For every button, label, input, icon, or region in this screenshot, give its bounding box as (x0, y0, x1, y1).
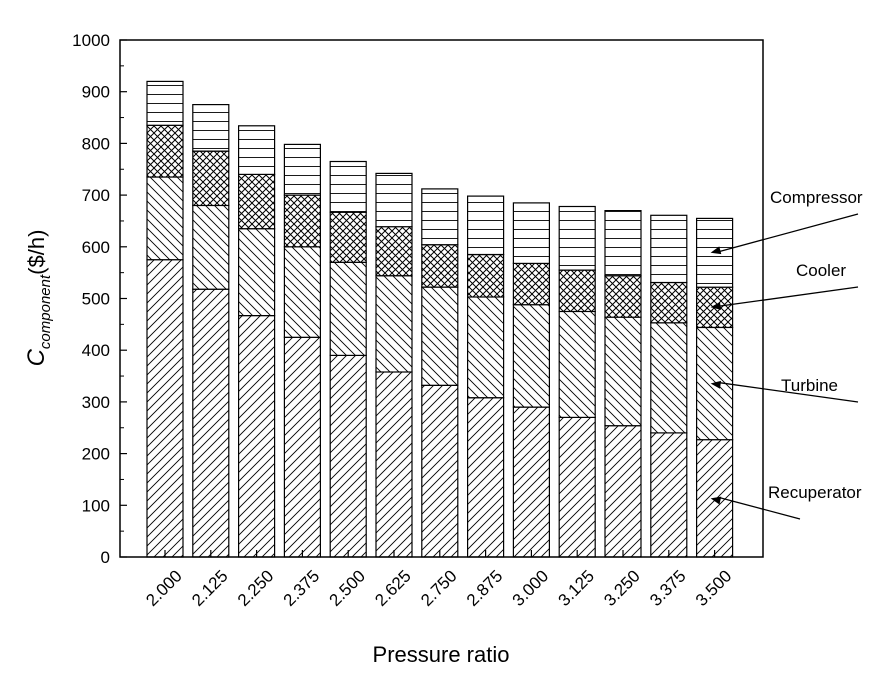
annotation-arrowhead-turbine (710, 380, 722, 389)
y-tick-label: 700 (82, 186, 110, 205)
y-axis-title-unit: ($/h) (24, 230, 49, 275)
y-tick-label: 1000 (72, 31, 110, 50)
bar-cooler-3-125 (558, 269, 596, 313)
bar-turbine-3-250 (604, 316, 642, 427)
bar-cooler-3-250 (604, 275, 642, 318)
bar-compressor-2-625 (375, 172, 413, 228)
bar-turbine-3-125 (558, 310, 596, 418)
bar-recuperator-3-375 (650, 432, 688, 558)
y-tick-label: 200 (82, 445, 110, 464)
bar-recuperator-3-000 (512, 406, 551, 558)
bar-compressor-3-000 (512, 202, 551, 264)
bar-turbine-2-875 (467, 296, 505, 399)
bar-cooler-2-750 (421, 244, 459, 288)
x-tick-label: 2.750 (417, 566, 461, 610)
bar-recuperator-2-000 (146, 259, 184, 558)
bar-compressor-2-750 (421, 188, 459, 246)
bar-turbine-2-125 (192, 204, 230, 290)
x-axis-title: Pressure ratio (373, 642, 510, 667)
bar-cooler-3-375 (650, 281, 688, 324)
bar-recuperator-2-250 (238, 315, 276, 558)
bar-compressor-3-125 (558, 205, 596, 271)
bar-cooler-2-375 (283, 194, 321, 248)
bar-cooler-3-000 (512, 262, 551, 306)
annotation-arrow-turbine (718, 381, 859, 403)
x-axis-ticks: 2.000 2.125 2.250 2.375 2.500 2.625 2.750 2.875… (142, 550, 735, 610)
y-tick-label: 600 (82, 238, 110, 257)
x-tick-label: 2.250 (234, 566, 278, 610)
bar-cooler-2-125 (192, 150, 230, 207)
y-tick-label: 900 (82, 83, 110, 102)
y-axis-ticks: 0 100 200 300 400 500 600 700 800 900 1000 (72, 31, 127, 567)
bar-compressor-3-250 (604, 210, 642, 277)
x-tick-label: 2.500 (326, 566, 370, 610)
bar-compressor-2-375 (283, 143, 321, 196)
bar-compressor-2-875 (467, 195, 505, 256)
x-tick-label: 2.000 (142, 566, 186, 610)
bar-turbine-2-750 (421, 286, 459, 386)
y-tick-label: 500 (82, 290, 110, 309)
annotation-compressor: Compressor (770, 188, 863, 207)
bar-compressor-2-250 (238, 125, 276, 176)
x-tick-label: 3.000 (509, 566, 553, 610)
bar-compressor-2-125 (192, 103, 230, 152)
y-axis-title-subscript: component (37, 274, 54, 349)
bar-recuperator-3-125 (558, 416, 596, 558)
bar-recuperator-2-625 (375, 371, 413, 558)
bar-recuperator-2-875 (467, 397, 505, 558)
bar-compressor-3-375 (650, 214, 688, 284)
x-tick-label: 3.375 (646, 566, 690, 610)
y-tick-label: 100 (82, 496, 110, 515)
bar-recuperator-2-375 (283, 336, 321, 558)
y-tick-label: 0 (101, 548, 110, 567)
annotation-arrowhead-recuperator (710, 496, 722, 505)
bar-cooler-2-875 (467, 254, 505, 298)
bar-turbine-3-000 (512, 304, 551, 408)
bar-turbine-2-500 (329, 261, 367, 356)
annotation-cooler: Cooler (796, 261, 846, 280)
bar-cooler-2-500 (329, 211, 367, 263)
y-tick-label: 400 (82, 341, 110, 360)
x-tick-label: 3.500 (692, 566, 736, 610)
bar-recuperator-3-250 (604, 425, 642, 558)
annotation-arrowhead-cooler (710, 301, 722, 310)
x-tick-label: 2.375 (280, 566, 324, 610)
bar-cooler-2-250 (238, 173, 276, 230)
x-tick-label: 3.250 (600, 566, 644, 610)
bar-turbine-2-000 (146, 176, 184, 261)
x-tick-label: 2.125 (188, 566, 232, 610)
y-axis-title: Ccomponent($/h) (23, 230, 54, 367)
annotation-turbine: Turbine (781, 376, 838, 395)
annotation-arrow-cooler (718, 286, 859, 307)
bar-recuperator-2-750 (421, 384, 459, 558)
x-tick-label: 2.625 (371, 566, 415, 610)
bar-turbine-2-250 (238, 228, 276, 317)
series-annotations: Compressor Cooler Turbine Recuperator (710, 188, 863, 520)
x-tick-label: 3.125 (555, 566, 599, 610)
bar-compressor-2-500 (329, 160, 367, 213)
y-tick-label: 800 (82, 134, 110, 153)
bar-compressor-2-000 (146, 80, 184, 126)
bar-turbine-2-625 (375, 275, 413, 373)
x-tick-label: 2.875 (463, 566, 507, 610)
bar-recuperator-2-500 (329, 354, 367, 558)
bar-turbine-3-375 (650, 322, 688, 434)
bar-cooler-2-000 (146, 124, 184, 178)
y-axis-title-main: C (23, 348, 50, 366)
annotation-arrow-recuperator (718, 496, 801, 520)
bar-recuperator-2-125 (192, 288, 230, 558)
bar-cooler-2-625 (375, 226, 413, 277)
bar-turbine-2-375 (283, 246, 321, 338)
annotation-arrow-compressor (718, 213, 859, 253)
annotation-arrowhead-compressor (710, 246, 722, 255)
annotation-recuperator: Recuperator (768, 483, 862, 502)
bars-group (146, 80, 734, 558)
y-tick-label: 300 (82, 393, 110, 412)
